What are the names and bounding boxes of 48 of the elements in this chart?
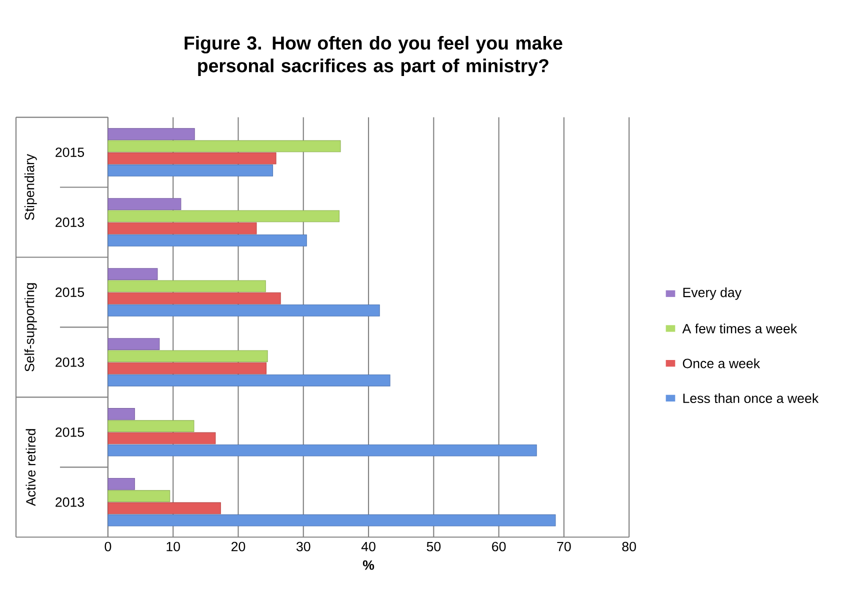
bar [108,292,281,304]
bar [108,234,307,246]
legend-label: A few times a week [682,324,798,334]
x-tick-label: 10 [166,542,180,552]
bar [108,304,380,316]
x-tick-label: 40 [361,542,376,552]
text: Self-supporting [24,283,37,372]
legend-label: Once a week [682,358,760,368]
x-tick-label: 50 [426,542,441,552]
y-tick-label: 2013 [56,218,84,228]
legend-label: Every day [683,288,742,300]
x-tick-label: 20 [231,542,246,552]
bar [108,198,182,210]
legend-label: Less than once a week [683,393,819,404]
bar [108,280,266,292]
bar [108,338,160,350]
y-tick-label: 2015 [56,288,84,298]
bar [108,140,341,152]
bar [108,152,276,164]
y-tick-label: 2013 [56,358,84,368]
bar [108,420,194,432]
text: Active retired [26,429,36,506]
bar [108,164,274,177]
bar [108,128,195,140]
x-axis-title: % [362,560,374,570]
bar [108,444,537,456]
bar [108,210,340,222]
bar [108,350,268,362]
bar [108,478,135,490]
x-tick-label: 0 [104,542,112,552]
x-tick-label: 80 [622,542,636,552]
y-tick-label: 2015 [56,428,84,437]
bar [108,408,135,420]
x-tick-label: 70 [557,542,571,552]
bar [108,268,158,280]
chart-title: Figure 3. How often do you feel you make personal sacrifices as part of ministry? [184,36,562,76]
bar [108,362,267,374]
bar [108,490,170,502]
y-tick-label: 2013 [56,498,84,507]
y-tick-label: 2015 [56,148,84,158]
bar [108,374,390,386]
x-tick-label: 30 [296,542,310,552]
text: Stipendiary [24,154,37,220]
bar [108,432,216,444]
bar [108,222,257,234]
x-tick-label: 60 [492,542,506,552]
bar [108,502,221,514]
bar [108,514,556,526]
